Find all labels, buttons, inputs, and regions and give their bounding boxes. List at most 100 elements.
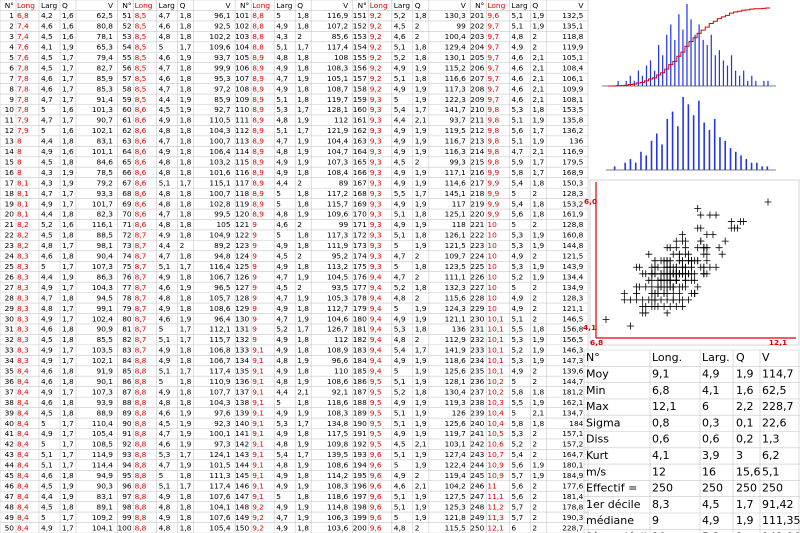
table-cell: 116,3 [445,147,466,156]
table-cell: 60 [122,105,132,114]
table-cell: 153,2 [562,199,583,208]
table-cell: 110,4 [92,419,113,428]
table-cell: 119,7 [445,429,466,438]
table-cell: 1,9 [297,147,309,156]
table-cell: 16 [5,168,15,177]
table-cell: 8,4 [17,471,29,480]
table-cell: 5,3 [276,105,288,114]
table-cell: 9,7 [487,22,499,31]
table-cell: 196 [353,481,367,490]
table-cell: 1,8 [415,325,427,334]
scatter-point [654,263,662,271]
table-cell: 179,5 [562,157,583,166]
table-cell: 9,2 [252,513,264,522]
table-cell: 8,4 [17,419,29,428]
scatter-point [764,198,772,206]
table-cell: 5,2 [394,53,406,62]
table-cell: 9,1 [252,387,264,396]
table-cell: 4,7 [394,252,406,261]
table-cell: 5,4 [394,346,406,355]
table-cell: 4,9 [276,157,288,166]
table-cell: 4,5 [41,231,53,240]
table-cell: 9,1 [252,461,264,470]
scatter-point [666,302,674,310]
table-cell: 5,6 [511,492,523,501]
table-cell: 210 [470,105,484,114]
table-cell: 1,9 [532,346,544,355]
histogram-bar [706,45,708,86]
table-cell: 1,7 [62,356,74,365]
table-cell: 1,8 [297,199,309,208]
table-cell: 1,6 [62,11,74,20]
table-cell: 1,9 [297,461,309,470]
table-cell: 98,1 [97,241,114,250]
table-cell: 158 [353,84,367,93]
table-cell: 9 [252,293,257,302]
table-cell: 1,9 [415,419,427,428]
table-cell: 211 [470,116,484,125]
table-cell: 4,9 [394,429,406,438]
table-cell: 5 [511,220,516,229]
table-cell: 8,8 [135,471,147,480]
column-header: Q [180,1,186,10]
table-cell: 9,8 [487,105,499,114]
histogram-bar [694,34,696,86]
stats-value: 111,35 [762,514,800,527]
table-cell: 9,4 [370,356,382,365]
table-cell: 8,9 [252,189,264,198]
table-cell: 1,7 [62,387,74,396]
table-cell: 4,7 [159,429,171,438]
table-cell: 8,7 [135,314,147,323]
table-cell: 1,8 [180,377,192,386]
table-cell: 5,2 [394,283,406,292]
scatter-point [694,283,702,291]
table-cell: 168 [353,189,367,198]
table-cell: 5,1 [511,314,523,323]
table-cell: 1,8 [297,346,309,355]
table-cell: 1,9 [180,408,192,417]
table-cell: 114,9 [92,450,113,459]
table-cell: 9,2 [370,22,382,31]
table-cell: 1,8 [180,252,192,261]
table-cell: 4,4 [159,95,171,104]
table-cell: 10 [487,220,497,229]
table-cell: 1,8 [180,387,192,396]
table-cell: 121,5 [445,241,466,250]
table-cell: 1,7 [532,157,544,166]
table-cell: 8,6 [135,189,147,198]
table-cell: 2 [532,377,537,386]
table-cell: 5,2 [394,11,406,20]
table-cell: 1,8 [415,43,427,52]
column-header: V [226,1,231,10]
table-cell: 117,5 [327,429,348,438]
table-cell: 1,9 [415,241,427,250]
table-cell: 1,8 [62,335,74,344]
column-header: N° [475,1,484,10]
table-cell: 104,9 [209,231,230,240]
table-cell: 9,3 [370,147,382,156]
table-cell: 4,1 [41,43,53,52]
table-cell: 12,1 [487,523,504,532]
table-cell: 112,7 [327,304,348,313]
table-cell: 5,3 [394,325,406,334]
table-cell: 9,5 [370,419,382,428]
table-cell: 9,1 [252,398,264,407]
table-cell: 108,6 [209,304,230,313]
scatter-point [718,250,726,258]
table-cell: 1,8 [62,252,74,261]
table-cell: 145 [235,471,249,480]
histogram-bar [740,155,742,170]
table-cell: 8,9 [252,137,264,146]
table-cell: 4,9 [394,220,406,229]
table-cell: 1,8 [297,262,309,271]
table-cell: 102,8 [209,199,230,208]
table-cell: 241 [470,429,484,438]
table-cell: 4,9 [511,304,523,313]
table-cell: 4,7 [159,11,171,20]
table-cell: 9 [252,325,257,334]
histogram-bar [767,80,769,86]
table-cell: 8,8 [135,461,147,470]
table-cell: 1,7 [62,429,74,438]
table-cell: 231 [470,325,484,334]
table-cell: 5,3 [276,419,288,428]
